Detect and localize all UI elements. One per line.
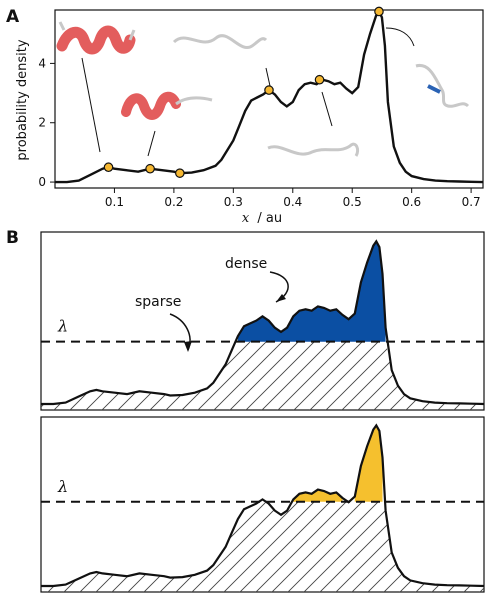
y-axis-label: probability density — [15, 39, 30, 160]
x-axis-unit: / au — [257, 211, 282, 226]
x-tick-label: 0.7 — [462, 195, 481, 209]
panel-a-label: A — [6, 7, 20, 27]
y-axis-ticks: 0 2 4 — [38, 56, 55, 189]
panel-b-top: λ dense sparse — [40, 231, 485, 411]
panel-a-frame — [54, 9, 484, 189]
x-axis-label: x / au — [242, 211, 282, 226]
coil-structure-2 — [267, 142, 360, 157]
marker-point — [314, 74, 325, 85]
leader-line-2 — [147, 130, 156, 157]
x-tick-label: 0.3 — [224, 195, 243, 209]
leader-line-3 — [265, 67, 271, 87]
leader-line-5 — [385, 27, 415, 47]
lambda-label-top: λ — [57, 317, 68, 336]
panel-b-bottom: λ — [40, 416, 485, 593]
sparse-label: sparse — [135, 294, 181, 310]
high-density-region-bottom — [293, 425, 383, 502]
sparse-region-bottom — [41, 501, 484, 592]
x-tick-label: 0.2 — [164, 195, 183, 209]
helix-structure-2 — [121, 91, 213, 120]
y-tick-label: 4 — [38, 56, 46, 70]
leader-line-4 — [321, 91, 333, 127]
lambda-label-bottom: λ — [57, 477, 68, 496]
x-tick-label: 0.4 — [283, 195, 302, 209]
coil-structure-1 — [172, 34, 268, 50]
y-tick-label: 2 — [38, 116, 46, 130]
x-axis-variable: x — [242, 211, 250, 226]
x-tick-label: 0.1 — [105, 195, 124, 209]
dense-region — [237, 241, 386, 342]
sparse-arrowhead — [184, 341, 192, 352]
panel-b-label: B — [6, 228, 19, 248]
helix-structure-1 — [56, 21, 136, 55]
density-curve-bottom — [41, 423, 484, 588]
leader-line-1 — [81, 57, 101, 153]
marker-point — [175, 168, 185, 178]
coil-structure-3 — [415, 63, 470, 108]
marker-point — [103, 162, 114, 173]
x-tick-label: 0.5 — [343, 195, 362, 209]
dense-arrowhead — [276, 294, 286, 302]
marker-point — [145, 163, 155, 174]
x-tick-label: 0.6 — [402, 195, 421, 209]
y-tick-label: 0 — [38, 175, 46, 189]
density-curve-top — [41, 239, 484, 406]
x-axis-ticks: 0.1 0.2 0.3 0.4 0.5 0.6 0.7 — [105, 188, 481, 209]
dense-label: dense — [225, 256, 267, 272]
panel-a-chart: 0.1 0.2 0.3 0.4 0.5 0.6 0.7 0 2 4 probability de… — [15, 6, 484, 226]
marker-point — [264, 85, 274, 95]
marker-points — [103, 6, 384, 178]
marker-point — [374, 6, 384, 17]
